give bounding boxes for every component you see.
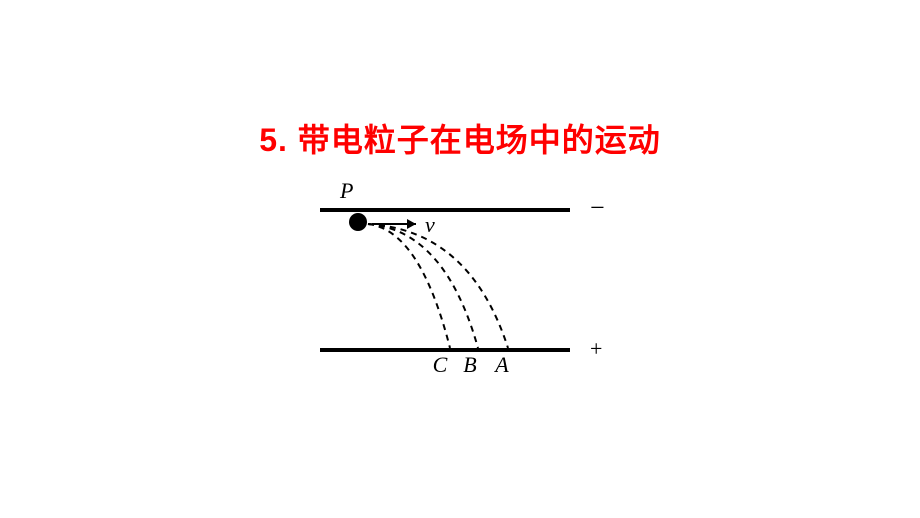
top-plate-polarity: − bbox=[590, 193, 605, 222]
trajectory-label-B: B bbox=[463, 352, 476, 377]
bottom-plate-polarity: + bbox=[590, 336, 602, 361]
trajectory-label-A: A bbox=[493, 352, 509, 377]
diagram-container: − + ABC Pv bbox=[0, 180, 920, 385]
particle-label: P bbox=[339, 180, 353, 203]
trajectory-label-C: C bbox=[433, 352, 448, 377]
charged-particle-diagram: − + ABC Pv bbox=[290, 180, 630, 380]
page-title: 5. 带电粒子在电场中的运动 bbox=[0, 115, 920, 161]
velocity-label: v bbox=[425, 212, 435, 237]
slide: 5. 带电粒子在电场中的运动 − + ABC Pv bbox=[0, 0, 920, 518]
particle bbox=[349, 213, 367, 231]
